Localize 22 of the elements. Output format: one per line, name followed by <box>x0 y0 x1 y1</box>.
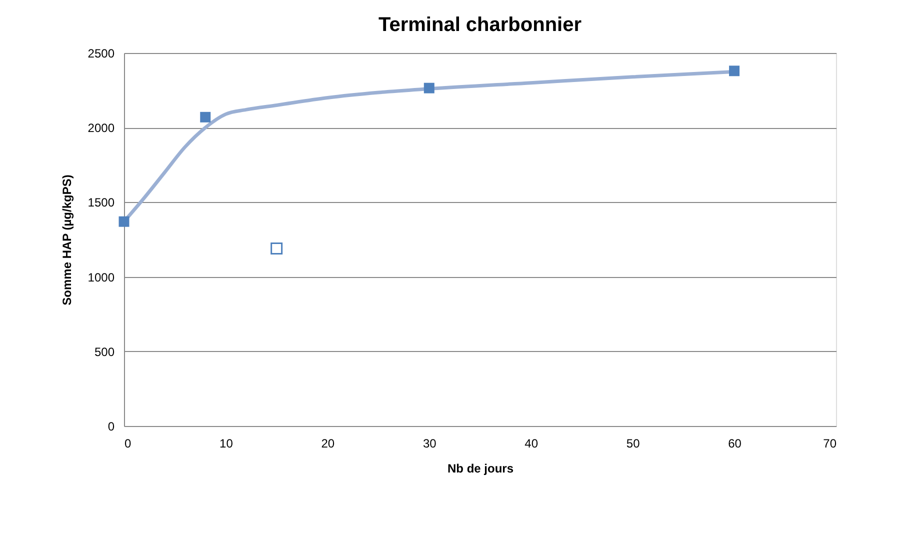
x-tick-label: 40 <box>524 436 538 450</box>
point <box>270 242 283 254</box>
y-tick-label: 0 <box>108 420 115 434</box>
y-tick-label: 1000 <box>88 270 115 284</box>
y-tick-label: 500 <box>94 344 115 359</box>
x-tick-label: 0 <box>124 436 132 450</box>
chart-title: Terminal charbonnier <box>378 14 582 36</box>
y-tick-label: 2500 <box>88 46 115 60</box>
x-axis-title: Nb de jours <box>447 462 514 476</box>
point <box>424 82 434 94</box>
y-tick-label: 2000 <box>88 121 115 136</box>
x-tick-label: 10 <box>220 436 234 450</box>
point <box>729 66 740 76</box>
y-tick-label: 1500 <box>88 196 115 210</box>
x-tick-label: 20 <box>321 436 335 450</box>
x-tick-label: 50 <box>626 436 640 450</box>
point <box>200 112 211 122</box>
x-tick-label: 60 <box>728 436 742 450</box>
x-tick-label: 30 <box>422 436 437 450</box>
y-axis-title: Somme HAP (µg/kgPS) <box>60 174 74 306</box>
x-tick-label: 70 <box>823 436 837 450</box>
point <box>118 216 130 227</box>
